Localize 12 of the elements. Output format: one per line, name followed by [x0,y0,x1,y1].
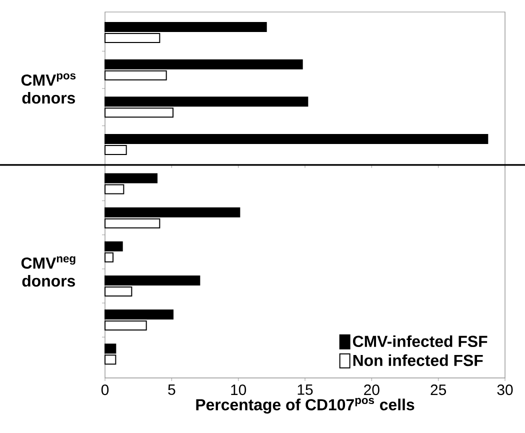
x-tick-label: 5 [168,384,176,395]
x-axis-title: Percentage of CD107$^{pos}$ cells [196,398,414,414]
legend-label: Non infected FSF [353,354,483,366]
x-tick-label: 0 [101,384,109,396]
x-tick-label: 25 [430,384,446,396]
y-axis-title: CMV$^{pos}$ donors [21,73,76,104]
x-tick-label: 20 [364,384,380,396]
legend-label: CMV-infected FSF [352,335,488,348]
x-tick-label: 10 [231,384,246,396]
y-axis-title: CMV$^{neg}$ donors [21,256,76,287]
x-tick-label: 30 [497,384,513,396]
x-tick-label: 15 [298,384,313,395]
